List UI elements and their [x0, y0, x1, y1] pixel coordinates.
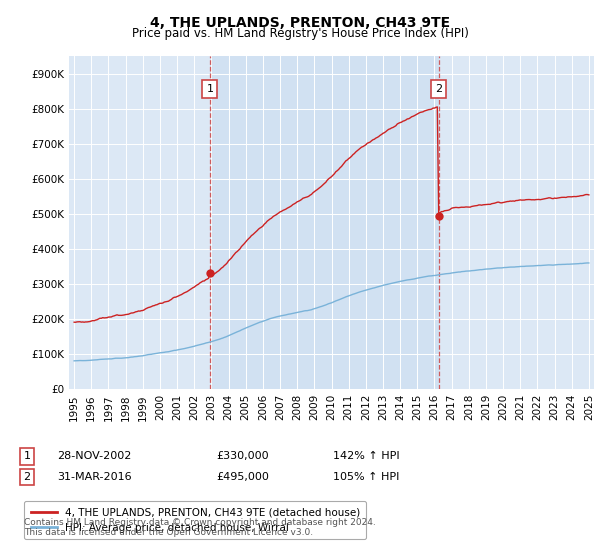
Text: 2: 2	[435, 85, 442, 94]
Text: £330,000: £330,000	[216, 451, 269, 461]
Text: 31-MAR-2016: 31-MAR-2016	[57, 472, 131, 482]
Text: 1: 1	[23, 451, 31, 461]
Text: 142% ↑ HPI: 142% ↑ HPI	[333, 451, 400, 461]
Text: 28-NOV-2002: 28-NOV-2002	[57, 451, 131, 461]
Text: 4, THE UPLANDS, PRENTON, CH43 9TE: 4, THE UPLANDS, PRENTON, CH43 9TE	[150, 16, 450, 30]
Text: Price paid vs. HM Land Registry's House Price Index (HPI): Price paid vs. HM Land Registry's House …	[131, 27, 469, 40]
Legend: 4, THE UPLANDS, PRENTON, CH43 9TE (detached house), HPI: Average price, detached: 4, THE UPLANDS, PRENTON, CH43 9TE (detac…	[25, 501, 367, 539]
Text: 105% ↑ HPI: 105% ↑ HPI	[333, 472, 400, 482]
Text: £495,000: £495,000	[216, 472, 269, 482]
Text: 1: 1	[206, 85, 214, 94]
Bar	[210, 56, 439, 389]
Text: 2: 2	[23, 472, 31, 482]
Text: Contains HM Land Registry data © Crown copyright and database right 2024.
This d: Contains HM Land Registry data © Crown c…	[24, 518, 376, 538]
